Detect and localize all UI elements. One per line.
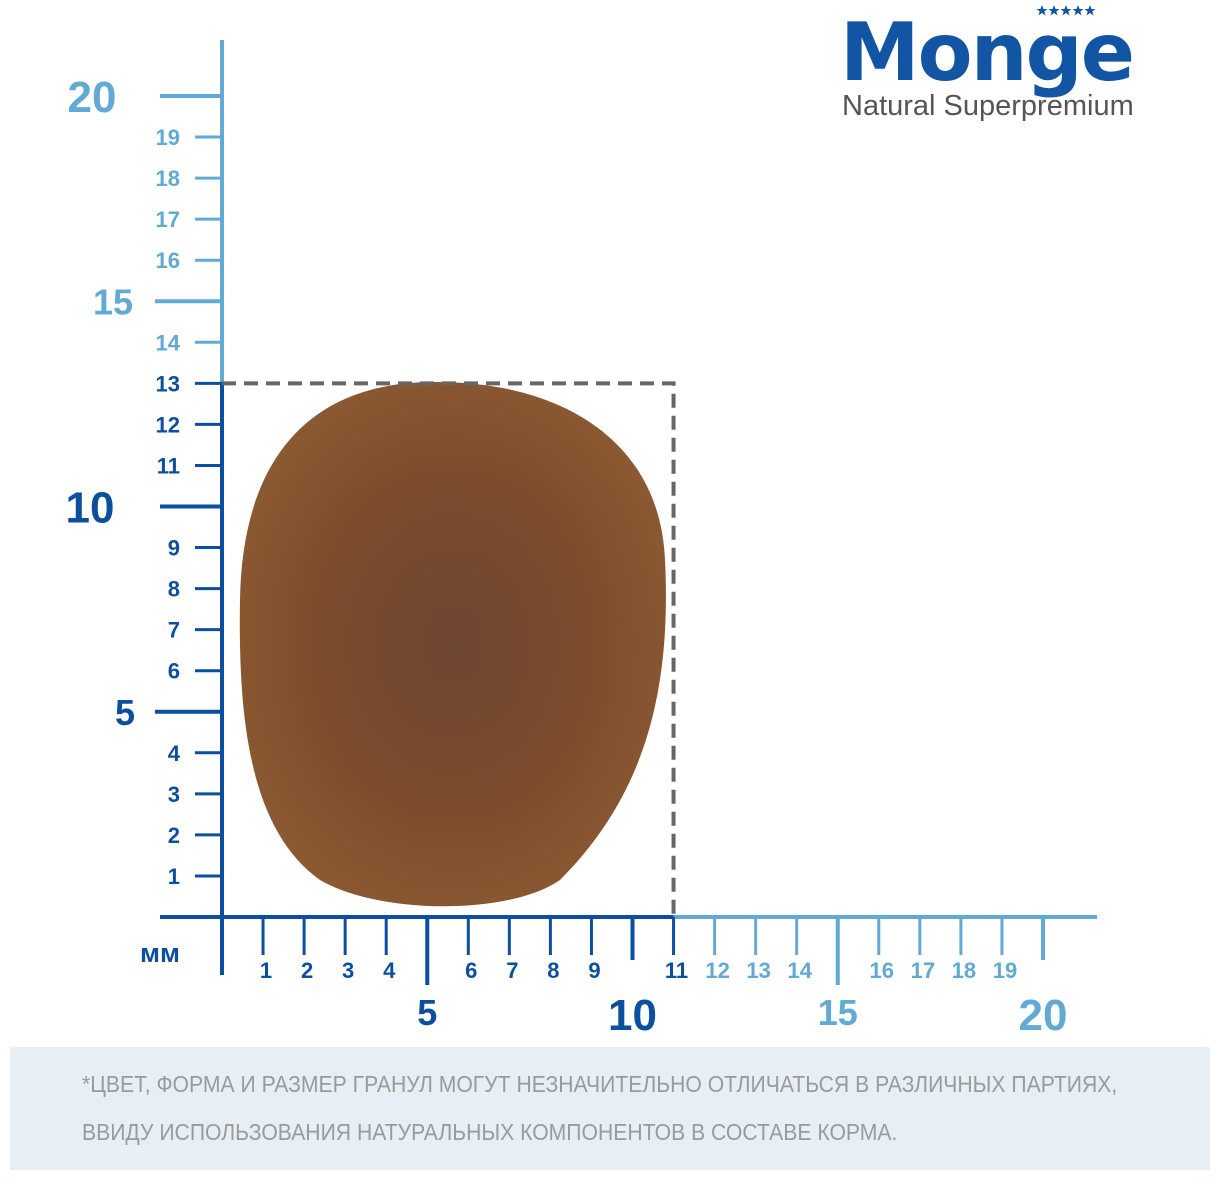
x-minor-label: 4 [383, 958, 396, 983]
y-minor-label: 12 [156, 412, 180, 437]
x-minor-label: 3 [342, 958, 354, 983]
y-minor-label: 14 [156, 330, 181, 355]
y-minor-label: 4 [168, 741, 181, 766]
x-minor-label: 9 [588, 958, 600, 983]
x-major-label: 10 [608, 991, 657, 1040]
y-minor-label: 13 [156, 371, 180, 396]
x-minor-label: 6 [465, 958, 477, 983]
y-minor-label: 16 [156, 248, 180, 273]
x-minor-label: 17 [911, 958, 935, 983]
y-minor-label: 7 [168, 618, 180, 643]
y-minor-label: 6 [168, 659, 180, 684]
disclaimer-line-2: ВВИДУ ИСПОЛЬЗОВАНИЯ НАТУРАЛЬНЫХ КОМПОНЕН… [82, 1119, 898, 1145]
y-minor-label: 19 [156, 125, 180, 150]
x-minor-label: 2 [301, 958, 313, 983]
brand-logo: Monge Natural Superpremium [840, 4, 1160, 124]
x-minor-label: 1 [260, 958, 272, 983]
x-major-label: 5 [417, 992, 437, 1033]
unit-label: мм [140, 938, 180, 968]
x-minor-label: 7 [506, 958, 518, 983]
y-minor-label: 2 [168, 823, 180, 848]
y-minor-label: 3 [168, 782, 180, 807]
y-minor-label: 11 [157, 453, 180, 478]
x-minor-label: 13 [746, 958, 770, 983]
x-minor-label: 8 [547, 958, 559, 983]
brand-name: Monge [840, 6, 1135, 99]
stars-icon [1036, 5, 1096, 16]
x-minor-label: 18 [952, 958, 976, 983]
y-minor-label: 9 [168, 536, 180, 561]
x-major-label: 20 [1019, 991, 1068, 1040]
kibble-size-box [222, 381, 676, 917]
x-major-label: 15 [818, 992, 858, 1033]
y-major-label: 15 [93, 281, 133, 322]
y-major-label: 5 [115, 692, 135, 733]
y-minor-label: 18 [156, 166, 180, 191]
x-minor-label: 11 [665, 958, 688, 983]
y-minor-label: 17 [156, 207, 180, 232]
x-minor-label: 14 [787, 958, 812, 983]
brand-tagline: Natural Superpremium [842, 90, 1134, 122]
kibble-image [239, 381, 666, 907]
disclaimer-line-1: *ЦВЕТ, ФОРМА И РАЗМЕР ГРАНУЛ МОГУТ НЕЗНА… [82, 1071, 1118, 1097]
x-minor-label: 16 [870, 958, 894, 983]
y-minor-label: 8 [168, 577, 180, 602]
y-major-label: 20 [68, 73, 117, 122]
y-major-label: 10 [66, 484, 115, 533]
x-minor-label: 19 [993, 958, 1017, 983]
disclaimer-panel: *ЦВЕТ, ФОРМА И РАЗМЕР ГРАНУЛ МОГУТ НЕЗНА… [10, 1047, 1210, 1170]
y-minor-label: 1 [168, 864, 180, 889]
x-minor-label: 12 [705, 958, 729, 983]
